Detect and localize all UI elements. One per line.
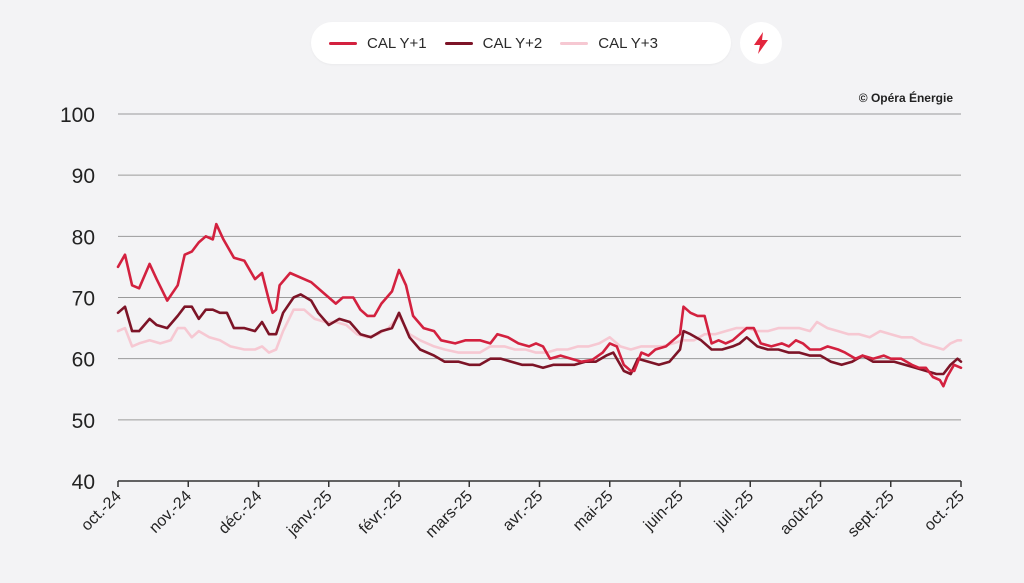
series-line-cal-y-2: [116, 293, 963, 376]
x-tick-label: déc.-24: [216, 488, 266, 538]
y-tick-label: 80: [72, 226, 95, 249]
legend-label-cal-y2: CAL Y+2: [482, 34, 543, 52]
x-tick-label: nov.-24: [146, 488, 195, 537]
legend-label-cal-y1: CAL Y+1: [367, 34, 427, 52]
legend-item-cal-y3[interactable]: CAL Y+3: [560, 35, 658, 52]
lightning-bolt-icon: [754, 32, 768, 54]
legend-item-cal-y1[interactable]: CAL Y+1: [329, 35, 427, 52]
chart-legend: CAL Y+1 CAL Y+2 CAL Y+3: [311, 22, 731, 64]
legend-swatch-cal-y1: [329, 41, 357, 45]
x-tick-label: janv.-25: [283, 488, 335, 540]
y-tick-label: 100: [60, 104, 95, 127]
x-tick-label: sept.-25: [845, 488, 898, 541]
legend-label-cal-y3: CAL Y+3: [598, 34, 658, 52]
y-tick-label: 60: [72, 349, 95, 372]
series-line-cal-y-1: [116, 222, 963, 388]
y-tick-label: 50: [72, 410, 95, 433]
x-tick-label: avr.-25: [500, 488, 547, 535]
x-tick-label: juin-25: [640, 488, 687, 535]
x-tick-label: juil.-25: [711, 488, 757, 534]
y-tick-label: 70: [72, 288, 95, 311]
x-tick-label: févr.-25: [356, 488, 406, 538]
copyright-text: © Opéra Énergie: [858, 91, 953, 105]
x-tick-label: août-25: [777, 488, 827, 538]
legend-item-cal-y2[interactable]: CAL Y+2: [444, 34, 543, 52]
y-tick-label: 90: [72, 165, 95, 188]
x-tick-label: mars-25: [423, 488, 477, 542]
x-tick-label: oct.-25: [921, 488, 968, 535]
lightning-badge[interactable]: [740, 22, 782, 64]
y-tick-label: 40: [72, 471, 95, 494]
series-line-cal-y-3: [116, 308, 963, 354]
legend-swatch-cal-y2: [444, 41, 473, 45]
legend-swatch-cal-y3: [560, 41, 589, 45]
x-tick-label: oct.-24: [78, 488, 125, 535]
x-tick-label: mai-25: [570, 488, 617, 535]
